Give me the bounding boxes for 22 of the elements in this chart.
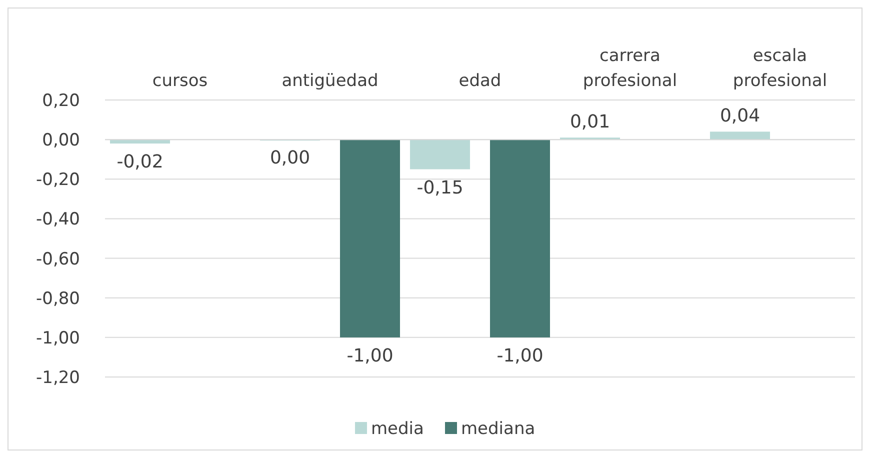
y-tick-label: 0,20: [42, 91, 80, 111]
y-tick-label: -0,60: [36, 249, 80, 270]
data-label: -0,15: [416, 177, 464, 198]
y-tick-label: 0,00: [42, 130, 80, 151]
x-tick-label: carrera profesional: [582, 46, 678, 91]
data-label: 0,00: [270, 148, 310, 169]
data-label: 0,01: [570, 112, 610, 133]
data-label: -1,00: [346, 345, 394, 366]
y-tick-label: -0,40: [36, 210, 80, 230]
y-tick-label: -1,00: [36, 328, 80, 348]
data-label: 0,04: [720, 106, 760, 127]
x-tick-label: cursos: [152, 71, 208, 91]
data-label: -1,00: [496, 345, 544, 366]
y-tick-label: -1,20: [36, 368, 80, 388]
y-tick-label: -0,20: [36, 170, 80, 190]
y-tick-label: -0,80: [36, 288, 80, 309]
x-tick-label: antigüedad: [282, 71, 378, 91]
legend-label: media: [371, 419, 424, 439]
legend-label: mediana: [461, 419, 536, 439]
x-tick-label: escala profesional: [732, 46, 828, 91]
data-label: -0,02: [116, 152, 164, 173]
x-tick-label: edad: [458, 71, 502, 91]
